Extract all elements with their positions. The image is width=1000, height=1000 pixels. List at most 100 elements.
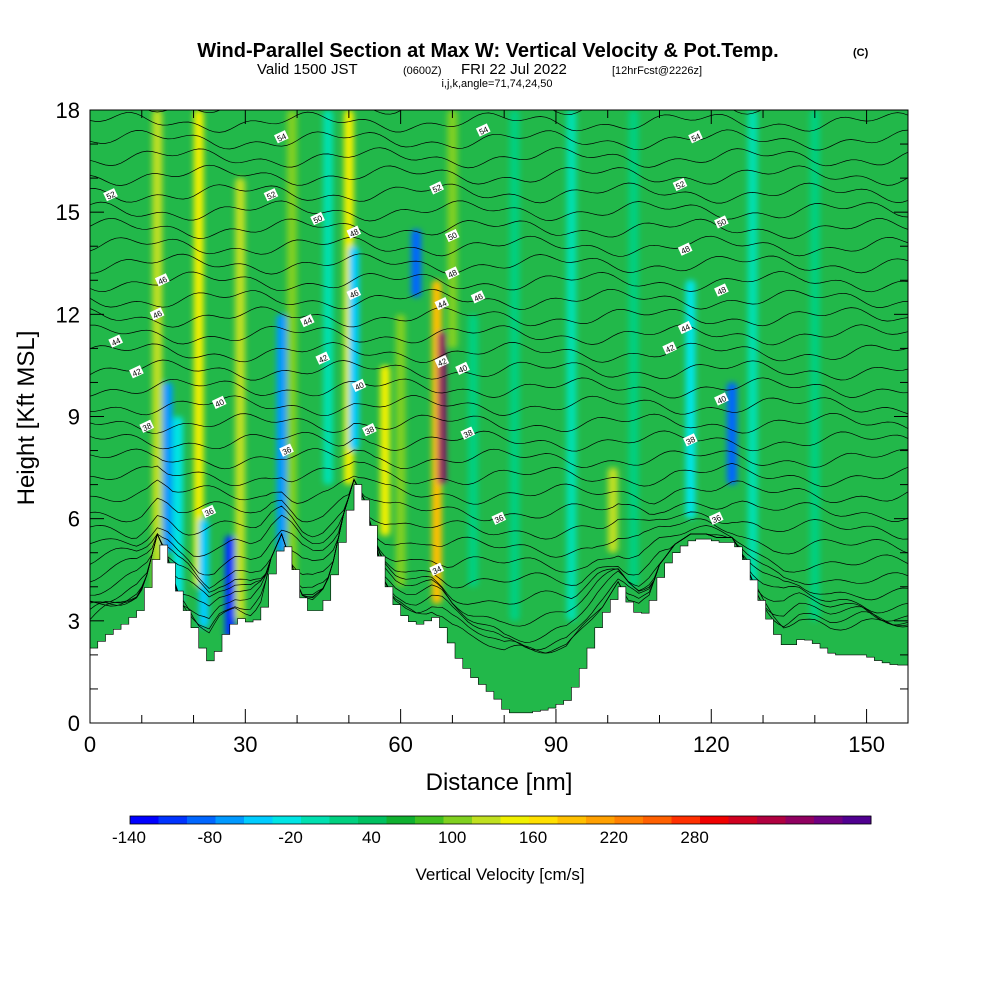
colorbar-swatch-20	[700, 816, 729, 824]
contour-line-25	[90, 235, 908, 257]
colorbar-swatch-3	[215, 816, 245, 824]
colorbar-swatch-19	[671, 816, 701, 824]
colorbar-tick-3: 40	[362, 828, 381, 847]
contour-labels: 52 54 54 54 52 52 52 50 50 50 48 48 48 46 46 46 48 46 44 44…	[103, 123, 729, 576]
contour-line-1	[90, 478, 908, 654]
colorbar-swatch-8	[358, 816, 387, 824]
svg-text:46: 46	[152, 309, 164, 321]
contour-label-19: 44	[434, 297, 450, 311]
contour-line-13	[90, 448, 908, 470]
colorbar-swatch-14	[529, 816, 558, 824]
contour-label-24: 42	[315, 351, 331, 365]
colorbar-tick-5: 160	[519, 828, 547, 847]
contour-line-31	[90, 129, 908, 151]
svg-text:44: 44	[302, 315, 314, 327]
velocity-feature-19	[509, 110, 520, 621]
svg-text:52: 52	[431, 183, 443, 195]
contour-line-23	[90, 271, 908, 293]
x-tick-label-2: 60	[388, 732, 412, 757]
velocity-feature-16	[438, 331, 447, 485]
contour-label-22: 42	[662, 341, 677, 355]
x-tick-label-1: 30	[233, 732, 257, 757]
contour-line-7	[90, 478, 908, 576]
colorbar-tick-1: -80	[198, 828, 223, 847]
colorbar-tick-labels: -140 -80 -20 40 100 160 220 280	[112, 828, 709, 847]
velocity-feature-5	[224, 535, 235, 638]
velocity-feature-6	[235, 178, 246, 621]
svg-text:42: 42	[317, 353, 329, 365]
svg-text:44: 44	[436, 298, 448, 310]
plot-background	[90, 110, 908, 723]
velocity-feature-2	[173, 416, 184, 604]
svg-text:52: 52	[674, 179, 686, 191]
contour-label-32: 38	[460, 426, 476, 440]
colorbar-label: Vertical Velocity [cm/s]	[415, 865, 584, 884]
y-axis-label: Height [Kft MSL]	[13, 331, 40, 506]
velocity-feature-24	[726, 382, 737, 485]
contour-label-37: 36	[708, 511, 724, 525]
contour-line-22	[90, 288, 908, 310]
svg-text:36: 36	[281, 445, 293, 457]
contour-label-14: 46	[346, 286, 362, 300]
contour-line-6	[90, 478, 908, 589]
contour-label-25: 42	[434, 354, 450, 368]
svg-text:46: 46	[348, 288, 360, 300]
svg-text:38: 38	[462, 428, 474, 440]
colorbar-swatch-24	[814, 816, 843, 824]
colorbar-swatch-0	[130, 816, 159, 824]
contour-line-32	[90, 111, 908, 133]
plot-area: 52 54 54 54 52 52 52 50 50 50 48 48 48 46 46 46 48 46 44 44…	[90, 110, 908, 723]
contour-label-34: 36	[279, 443, 294, 457]
contour-label-6: 52	[672, 177, 688, 191]
svg-text:36: 36	[493, 513, 505, 525]
section-params: i,j,k,angle=71,74,24,50	[441, 78, 552, 90]
contour-label-35: 36	[201, 504, 217, 518]
contour-label-30: 38	[139, 419, 155, 433]
y-tick-label-6: 18	[56, 98, 80, 123]
velocity-feature-20	[566, 110, 577, 621]
colorbar-tick-0: -140	[112, 828, 146, 847]
contour-line-27	[90, 200, 908, 222]
contour-line-11	[90, 475, 908, 505]
contour-line-14	[90, 430, 908, 452]
colorbar-swatch-25	[842, 816, 872, 824]
contour-line-9	[90, 478, 908, 540]
svg-text:42: 42	[664, 343, 676, 355]
svg-text:54: 54	[690, 132, 702, 144]
colorbar-swatch-17	[614, 816, 644, 824]
contour-line-29	[90, 164, 908, 186]
contour-label-3: 54	[688, 130, 703, 144]
contour-label-16: 48	[714, 283, 729, 297]
contour-line-12	[90, 461, 908, 487]
colorbar-swatch-23	[785, 816, 815, 824]
contour-line-18	[90, 359, 908, 381]
colorbar-swatch-6	[301, 816, 330, 824]
svg-text:48: 48	[680, 244, 692, 256]
velocity-feature-3	[193, 110, 204, 587]
colorbar-swatch-5	[272, 816, 302, 824]
colorbar-tick-4: 100	[438, 828, 466, 847]
contour-line-5	[90, 478, 908, 605]
colorbar-swatch-1	[158, 816, 188, 824]
svg-text:44: 44	[110, 336, 122, 348]
colorbar-swatch-12	[472, 816, 501, 824]
terrain-mask	[90, 484, 908, 723]
colorbar-swatch-4	[244, 816, 273, 824]
contour-label-0: 52	[103, 188, 118, 202]
velocity-feature-4	[198, 518, 209, 628]
y-tick-label-4: 12	[56, 302, 80, 327]
velocity-feature-14	[411, 229, 422, 298]
contour-line-26	[90, 217, 908, 239]
x-tick-label-3: 90	[544, 732, 568, 757]
svg-text:34: 34	[431, 564, 443, 576]
contour-line-8	[90, 478, 908, 558]
chart-title: Wind-Parallel Section at Max W: Vertical…	[197, 40, 778, 62]
valid-date: FRI 22 Jul 2022	[461, 61, 567, 78]
contour-label-26: 40	[455, 361, 470, 375]
svg-text:40: 40	[457, 363, 469, 375]
svg-text:48: 48	[348, 227, 360, 239]
velocity-feature-22	[628, 110, 639, 587]
contour-label-11: 48	[444, 266, 460, 280]
y-tick-label-2: 6	[68, 507, 80, 532]
